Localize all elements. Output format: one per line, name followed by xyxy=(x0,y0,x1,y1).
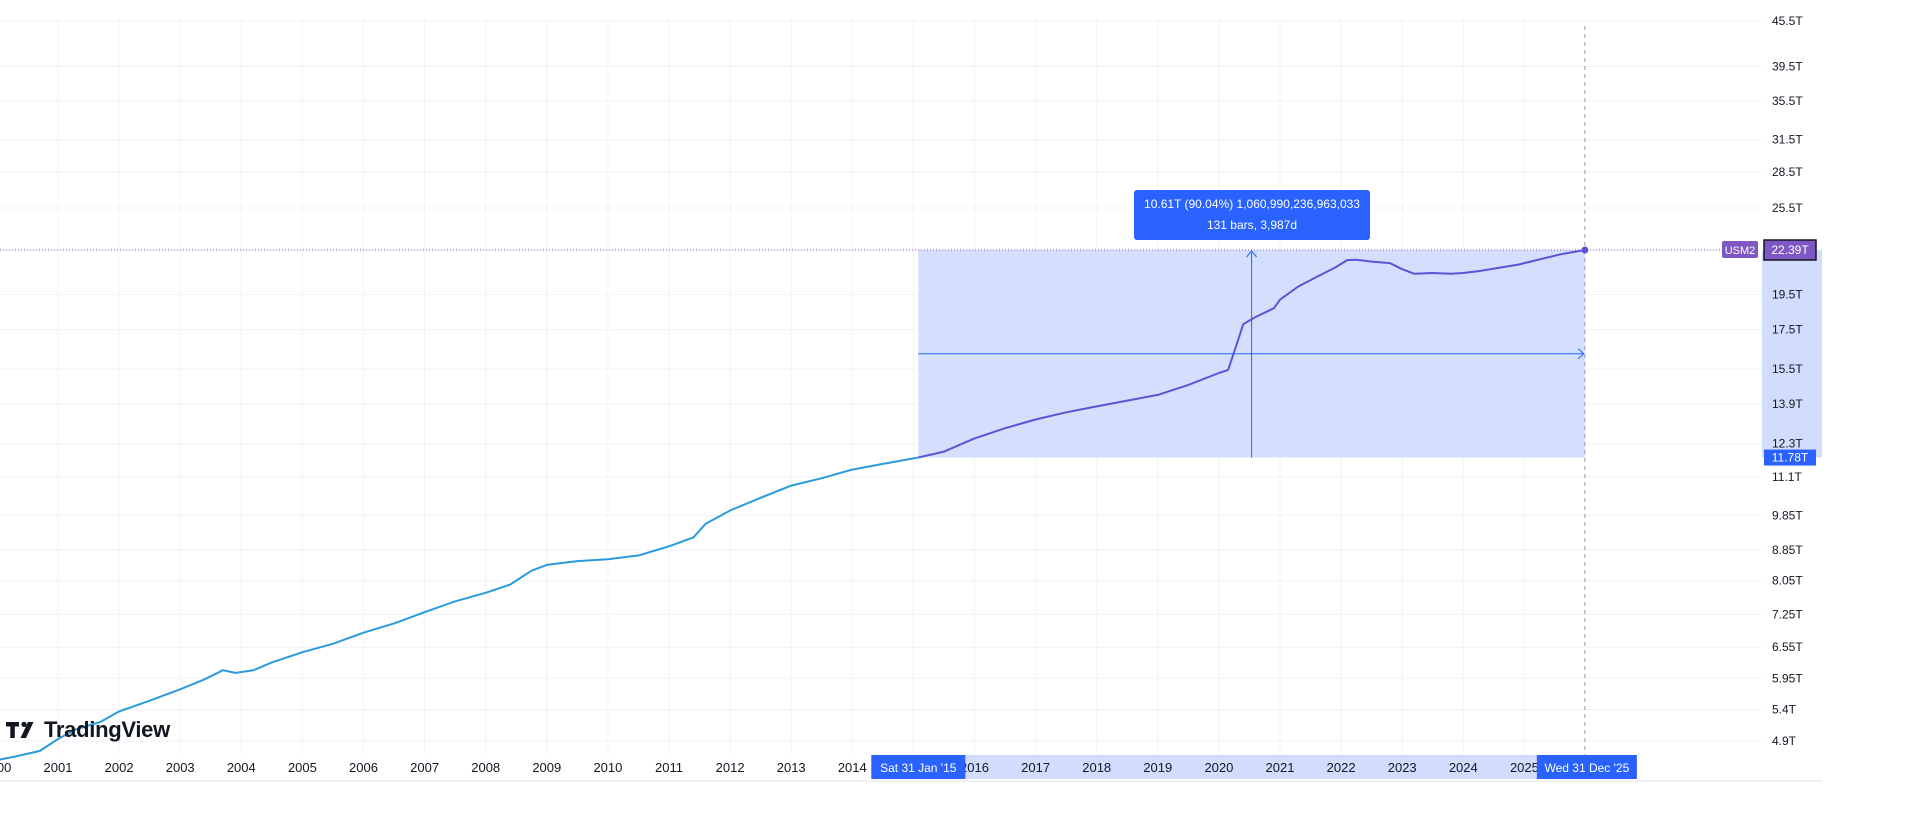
measure-end-date-bg xyxy=(1536,755,1637,779)
time-axis-tick-label: 2002 xyxy=(105,760,134,775)
time-axis-tick-label: 2023 xyxy=(1388,760,1417,775)
last-value-label-text: 22.39T xyxy=(1771,243,1809,257)
time-axis-tick-label: 2004 xyxy=(227,760,256,775)
price-axis-tick-label: 12.3T xyxy=(1772,437,1803,451)
tradingview-logo-icon xyxy=(6,721,34,738)
symbol-badge-bg xyxy=(1722,241,1758,258)
measure-vertical-arrowhead xyxy=(1246,250,1257,258)
time-axis-tick-label: 2003 xyxy=(166,760,195,775)
time-axis-tick-label: 2013 xyxy=(777,760,806,775)
price-axis-tick-label: 13.9T xyxy=(1772,397,1803,411)
time-axis-tick-label: 2001 xyxy=(44,760,73,775)
price-axis-tick-label: 45.5T xyxy=(1772,14,1803,28)
price-axis-tick-label: 8.05T xyxy=(1772,574,1803,588)
time-axis-tick-label: 2005 xyxy=(288,760,317,775)
price-axis-tick-label: 28.5T xyxy=(1772,165,1803,179)
price-axis-tick-label: 19.5T xyxy=(1772,288,1803,302)
time-axis-tick-label: 2019 xyxy=(1143,760,1172,775)
price-line-segment-measured xyxy=(918,249,1586,459)
time-axis-tick-label: 2018 xyxy=(1082,760,1111,775)
measure-end-date-flag: Wed 31 Dec '25 xyxy=(1536,755,1637,779)
measure-horizontal-arrowhead xyxy=(1577,348,1585,360)
time-axis-tick-label: 2012 xyxy=(716,760,745,775)
measure-start-value-bg xyxy=(1764,449,1816,466)
price-line-segment-before xyxy=(0,456,919,761)
measure-start-date-bg xyxy=(871,755,966,779)
time-axis-tick-label: 2007 xyxy=(410,760,439,775)
price-axis-tick-label: 25.5T xyxy=(1772,201,1803,215)
time-axis-tick-label: 2010 xyxy=(593,760,622,775)
price-axis: 45.5T 39.5T 35.5T 31.5T 28.5T 25.5T 19.5T 17.5T… xyxy=(1772,14,1803,748)
price-axis-tick-label: 17.5T xyxy=(1772,323,1803,337)
symbol-badge-label: USM2 xyxy=(1725,245,1756,257)
time-axis-tick-label: 2021 xyxy=(1266,760,1295,775)
price-axis-tick-label: 39.5T xyxy=(1772,60,1803,74)
grid-lines xyxy=(0,18,1762,755)
price-axis-tick-label: 5.95T xyxy=(1772,671,1803,685)
measure-end-date-text: Wed 31 Dec '25 xyxy=(1544,761,1629,775)
time-axis-tick-label: 2017 xyxy=(1021,760,1050,775)
price-axis-tick-label: 6.55T xyxy=(1772,640,1803,654)
measure-tooltip-line1: 10.61T (90.04%) 1,060,990,236,963,033 xyxy=(1144,197,1360,211)
measure-start-date-flag: Sat 31 Jan '15 xyxy=(871,755,966,779)
last-value-label-border xyxy=(1763,239,1817,261)
time-axis-tick-label: 2011 xyxy=(655,760,683,775)
last-price-dot xyxy=(1581,246,1589,254)
time-axis-tick-label: 2006 xyxy=(349,760,378,775)
last-value-label: 22.39T xyxy=(1763,239,1817,261)
time-axis-range-highlight xyxy=(878,755,1635,779)
price-axis-range-highlight xyxy=(1762,250,1822,458)
price-axis-tick-label: 31.5T xyxy=(1772,133,1803,147)
measure-tooltip: 10.61T (90.04%) 1,060,990,236,963,033 13… xyxy=(1134,190,1370,240)
measure-start-value-text: 11.78T xyxy=(1772,451,1809,465)
price-axis-tick-label: 4.9T xyxy=(1772,734,1797,748)
price-axis-tick-label: 8.85T xyxy=(1772,543,1803,557)
time-axis-tick-label: 2022 xyxy=(1327,760,1356,775)
tradingview-logo[interactable]: TradingView xyxy=(6,716,170,744)
time-axis-tick-label: 2016 xyxy=(960,760,989,775)
time-axis-tick-label: 2009 xyxy=(532,760,561,775)
price-axis-tick-label: 11.1T xyxy=(1772,470,1802,484)
time-axis-tick-label: 2008 xyxy=(471,760,500,775)
tradingview-logo-text: TradingView xyxy=(44,717,170,742)
time-axis-tick-label: 2014 xyxy=(838,760,867,775)
price-axis-tick-label: 15.5T xyxy=(1772,362,1803,376)
time-axis-tick-label: 2024 xyxy=(1449,760,1478,775)
time-axis-tick-label: 2000 xyxy=(0,760,11,775)
measure-tooltip-line2: 131 bars, 3,987d xyxy=(1206,218,1298,232)
last-value-label-bg xyxy=(1764,240,1816,260)
price-axis-tick-label: 35.5T xyxy=(1772,94,1803,108)
measure-start-date-text: Sat 31 Jan '15 xyxy=(880,761,957,775)
price-axis-tick-label: 7.25T xyxy=(1772,607,1803,621)
time-axis-tick-label: 2020 xyxy=(1204,760,1233,775)
measure-start-value-label: 11.78T xyxy=(1764,449,1816,466)
symbol-badge: USM2 xyxy=(1722,241,1758,258)
price-axis-tick-label: 5.4T xyxy=(1772,703,1797,717)
price-axis-tick-label: 9.85T xyxy=(1772,508,1803,522)
time-axis-tick-label: 2025 xyxy=(1510,760,1539,775)
